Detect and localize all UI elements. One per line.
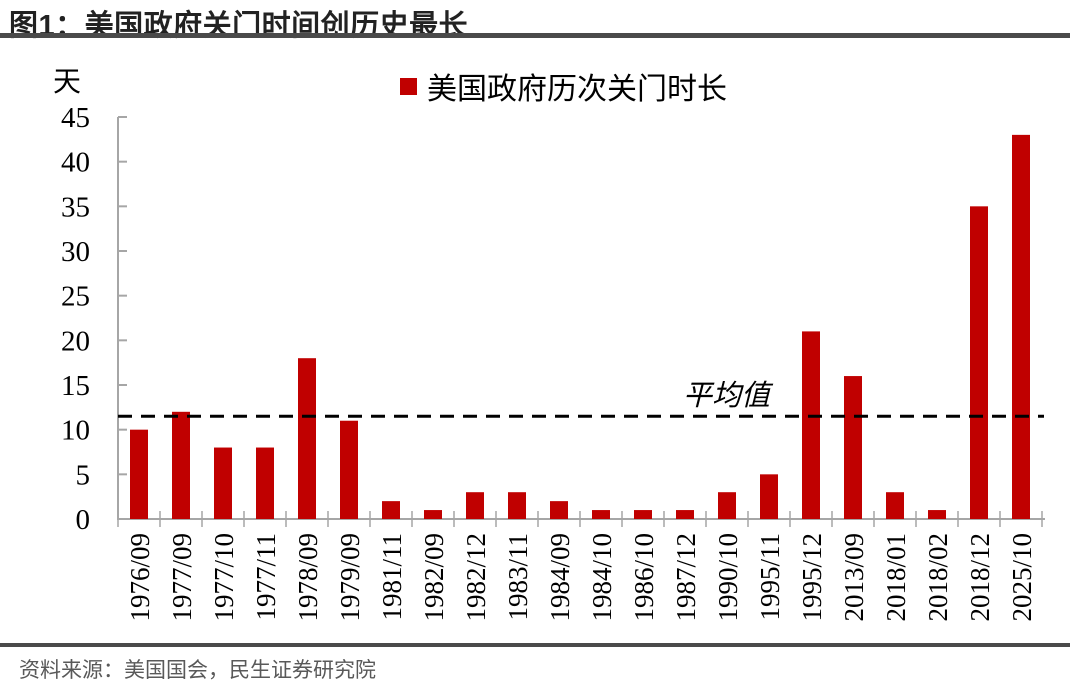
bar-1977/09	[172, 411, 190, 519]
bar-1981/11	[382, 501, 400, 519]
bar-2025/10	[1012, 134, 1030, 519]
bar-1983/11	[508, 492, 526, 519]
y-tick-label: 0	[76, 504, 91, 536]
footer-divider	[0, 643, 1070, 647]
x-tick-label: 1995/12	[797, 533, 827, 622]
x-tick-label: 1982/12	[461, 533, 491, 622]
x-tick-label: 1977/11	[251, 533, 281, 621]
bar-1984/09	[550, 501, 568, 519]
bar-1987/12	[676, 510, 694, 519]
bar-2018/02	[928, 510, 946, 519]
title-divider	[0, 33, 1070, 38]
legend-label: 美国政府历次关门时长	[427, 73, 727, 106]
x-tick-label: 1984/09	[545, 533, 575, 622]
x-tick-label: 1990/10	[713, 533, 743, 622]
y-tick-label: 5	[76, 459, 91, 491]
y-tick-label: 15	[61, 370, 90, 402]
y-tick-label: 45	[61, 102, 90, 134]
bar-1977/11	[256, 447, 274, 519]
bar-2018/12	[970, 206, 988, 520]
bar-1978/09	[298, 358, 316, 519]
x-tick-label: 1987/12	[671, 533, 701, 622]
bar-1982/12	[466, 492, 484, 519]
x-tick-label: 1986/10	[629, 533, 659, 622]
x-tick-label: 1977/09	[167, 533, 197, 622]
bar-1982/09	[424, 510, 442, 519]
y-unit-label: 天	[53, 67, 81, 98]
x-tick-label: 2018/02	[923, 533, 953, 622]
y-tick-label: 20	[61, 325, 90, 357]
x-tick-label: 1977/10	[209, 533, 239, 622]
average-label: 平均值	[683, 380, 774, 412]
x-tick-label: 1982/09	[419, 533, 449, 622]
y-tick-label: 40	[61, 147, 90, 179]
x-tick-label: 1976/09	[125, 533, 155, 622]
x-tick-label: 2013/09	[839, 533, 869, 622]
bar-1977/10	[214, 447, 232, 519]
source-note: 资料来源：美国国会，民生证券研究院	[19, 659, 376, 682]
y-tick-label: 35	[61, 191, 90, 223]
x-tick-label: 1983/11	[503, 533, 533, 621]
y-tick-label: 10	[61, 415, 90, 447]
legend-marker	[400, 78, 417, 95]
x-tick-label: 1984/10	[587, 533, 617, 622]
bar-1986/10	[634, 510, 652, 519]
x-tick-label: 2025/10	[1007, 533, 1037, 622]
y-tick-label: 25	[61, 281, 90, 313]
x-tick-label: 2018/12	[965, 533, 995, 622]
bar-1995/11	[760, 474, 778, 519]
bar-1979/09	[340, 420, 358, 519]
x-tick-label: 1995/11	[755, 533, 785, 621]
x-tick-label: 1981/11	[377, 533, 407, 621]
bar-2018/01	[886, 492, 904, 519]
bar-1976/09	[130, 429, 148, 519]
x-tick-label: 1978/09	[293, 533, 323, 622]
x-tick-label: 1979/09	[335, 533, 365, 622]
bar-1995/12	[802, 331, 820, 519]
y-tick-label: 30	[61, 236, 90, 268]
x-tick-label: 2018/01	[881, 533, 911, 622]
bar-1990/10	[718, 492, 736, 519]
bar-2013/09	[844, 376, 862, 519]
bar-1984/10	[592, 510, 610, 519]
